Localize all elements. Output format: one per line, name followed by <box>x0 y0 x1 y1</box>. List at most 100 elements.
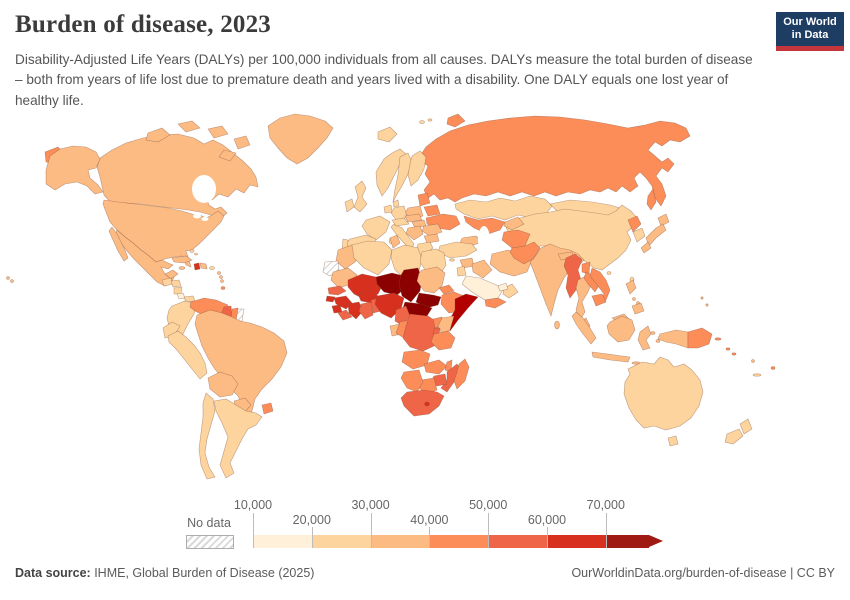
country-philippines[interactable] <box>625 279 637 295</box>
country-finland[interactable] <box>407 150 427 187</box>
country-denmark[interactable] <box>392 199 400 208</box>
country-indonesia[interactable] <box>571 311 597 345</box>
country-cambodia[interactable] <box>591 293 607 307</box>
country-france[interactable] <box>361 215 391 241</box>
country-brazil[interactable] <box>194 309 288 424</box>
country-australia[interactable] <box>623 356 704 431</box>
country-indonesia[interactable] <box>606 315 636 343</box>
legend-bin-1[interactable] <box>311 535 371 548</box>
country-argentina[interactable] <box>213 398 263 479</box>
country-iraq[interactable] <box>471 259 493 279</box>
country-uruguay[interactable] <box>261 402 274 415</box>
country-canada[interactable] <box>233 135 251 150</box>
country-png[interactable] <box>714 337 722 341</box>
country-sweden[interactable] <box>392 152 413 203</box>
country-chile[interactable] <box>198 392 216 480</box>
country-uzbek_turkmen[interactable] <box>463 215 506 235</box>
owid-logo[interactable]: Our World in Data <box>776 12 844 51</box>
country-lesser_antilles[interactable] <box>217 271 221 275</box>
country-kyrgyz_tajik[interactable] <box>503 216 525 231</box>
country-new_zealand[interactable] <box>724 428 744 445</box>
country-lesotho[interactable] <box>424 401 430 407</box>
country-philippines[interactable] <box>631 302 645 315</box>
country-benelux[interactable] <box>383 204 393 214</box>
country-french_guiana[interactable] <box>235 308 245 322</box>
country-bulgaria[interactable] <box>423 233 440 244</box>
country-indonesia[interactable] <box>655 339 661 343</box>
country-zambia[interactable] <box>423 359 448 375</box>
country-lesser_antilles[interactable] <box>220 279 224 283</box>
country-japan[interactable] <box>645 223 667 247</box>
country-greenland[interactable] <box>267 113 334 165</box>
country-new_caledonia[interactable] <box>752 373 762 377</box>
country-south_korea[interactable] <box>632 227 646 243</box>
country-united_kingdom[interactable] <box>353 180 368 213</box>
country-indonesia[interactable] <box>650 331 656 335</box>
country-liberia[interactable] <box>337 309 353 321</box>
country-honduras[interactable] <box>170 279 182 288</box>
country-north_korea[interactable] <box>627 215 642 233</box>
country-uae_qatar[interactable] <box>497 282 509 292</box>
country-micronesia[interactable] <box>700 296 704 300</box>
country-belarus[interactable] <box>423 204 441 217</box>
country-japan[interactable] <box>640 241 652 254</box>
country-russia[interactable] <box>646 188 657 211</box>
country-baltics[interactable] <box>417 192 431 207</box>
country-russia[interactable] <box>446 113 466 128</box>
country-peru[interactable] <box>167 330 208 380</box>
country-philippines[interactable] <box>632 297 636 301</box>
country-solomon[interactable] <box>725 347 731 351</box>
country-canada[interactable] <box>207 125 229 139</box>
country-algeria[interactable] <box>351 240 393 276</box>
country-sudan[interactable] <box>416 266 446 294</box>
country-nicaragua[interactable] <box>173 286 183 295</box>
world-map[interactable] <box>0 112 850 492</box>
country-tunisia[interactable] <box>389 234 401 249</box>
country-cyprus[interactable] <box>449 258 455 262</box>
country-ireland[interactable] <box>344 198 355 213</box>
country-indonesia[interactable] <box>637 325 652 351</box>
legend-bin-6[interactable] <box>605 535 649 548</box>
country-united_states[interactable] <box>45 145 104 195</box>
country-svalbard[interactable] <box>419 120 425 124</box>
country-ecuador[interactable] <box>162 321 181 339</box>
country-united_states[interactable] <box>6 276 10 280</box>
legend-bin-4[interactable] <box>488 535 547 548</box>
country-united_states[interactable] <box>10 279 14 283</box>
country-canada[interactable] <box>96 133 259 220</box>
country-romania[interactable] <box>421 223 443 237</box>
country-cuba[interactable] <box>171 255 193 264</box>
country-jamaica[interactable] <box>178 266 186 270</box>
country-vanuatu[interactable] <box>751 359 755 363</box>
country-drc[interactable] <box>402 313 440 352</box>
country-lesser_antilles[interactable] <box>219 275 223 279</box>
country-bolivia[interactable] <box>207 371 239 398</box>
country-canada[interactable] <box>218 149 237 162</box>
legend-bin-3[interactable] <box>429 535 489 548</box>
country-guinea_bissau[interactable] <box>325 295 336 303</box>
country-indonesia[interactable] <box>591 351 631 363</box>
country-iceland[interactable] <box>377 126 398 143</box>
country-fiji[interactable] <box>770 366 776 370</box>
country-south_africa[interactable] <box>400 389 445 417</box>
country-hainan[interactable] <box>606 271 612 275</box>
country-tanzania[interactable] <box>430 330 456 351</box>
country-czech_slovakia[interactable] <box>404 213 423 223</box>
country-bahamas[interactable] <box>194 252 198 256</box>
country-cote_divoire[interactable] <box>347 301 364 320</box>
country-bahamas[interactable] <box>189 249 195 253</box>
country-canada[interactable] <box>177 120 201 133</box>
country-solomon[interactable] <box>731 352 737 356</box>
country-indonesia[interactable] <box>657 329 689 349</box>
legend-bin-0[interactable] <box>253 535 312 548</box>
country-senegal[interactable] <box>327 285 347 296</box>
footer-link[interactable]: OurWorldinData.org/burden-of-disease | C… <box>571 566 835 580</box>
country-switzerland_austria[interactable] <box>391 217 410 227</box>
country-costa_rica[interactable] <box>176 292 186 300</box>
country-mexico[interactable] <box>108 226 129 262</box>
legend-bin-2[interactable] <box>370 535 430 548</box>
country-madagascar[interactable] <box>453 358 470 390</box>
country-eritrea[interactable] <box>438 284 455 295</box>
country-new_zealand[interactable] <box>739 418 753 435</box>
country-chad[interactable] <box>398 267 423 303</box>
